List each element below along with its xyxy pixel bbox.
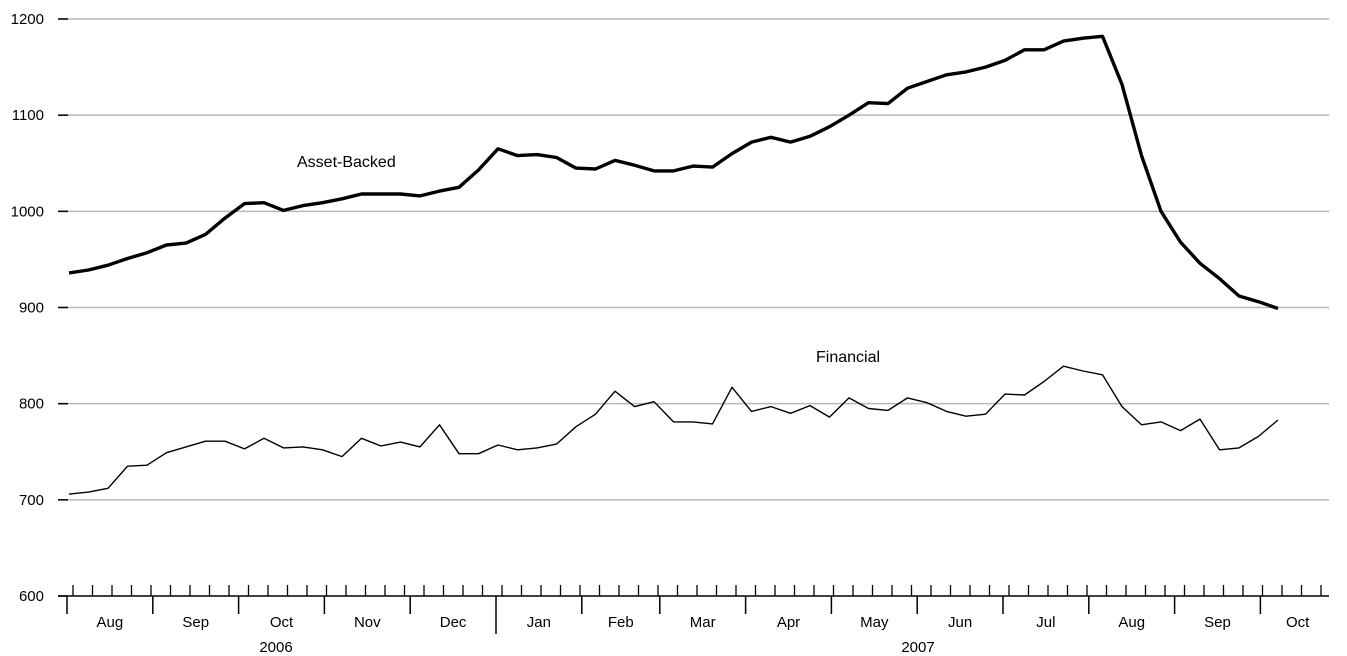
x-month-label: Aug: [97, 614, 124, 631]
y-tick-label: 800: [19, 396, 44, 413]
label-layer: Asset-Backed Financial: [297, 154, 880, 366]
x-month-label: Mar: [690, 614, 716, 631]
x-month-label: Nov: [354, 614, 381, 631]
y-tick-label: 1200: [11, 11, 44, 28]
x-axis: 600 700 800 900 1000 1100 1200 Aug Sep Oct Nov Dec J…: [11, 11, 1329, 656]
x-year-label: 2007: [901, 639, 934, 656]
x-month-label: Jun: [948, 614, 972, 631]
y-tick-label: 1100: [12, 107, 44, 124]
y-tick-label: 600: [19, 588, 44, 605]
x-month-label: Oct: [270, 614, 294, 631]
y-tick-label: 900: [19, 300, 44, 317]
x-month-label: Aug: [1118, 614, 1145, 631]
y-tick-label: 700: [19, 492, 44, 509]
grid-layer: [58, 18, 1329, 501]
series-line-asset-backed: [68, 34, 1279, 311]
x-month-label: Jul: [1036, 614, 1055, 631]
x-month-label: Feb: [608, 614, 634, 631]
y-tick-label: 1000: [11, 203, 44, 220]
series-label-financial: Financial: [816, 349, 880, 366]
series-label-asset-backed: Asset-Backed: [297, 154, 396, 171]
series-layer: [68, 34, 1279, 495]
x-month-label: Oct: [1286, 614, 1310, 631]
x-month-label: May: [860, 614, 889, 631]
series-line-financial: [68, 365, 1279, 495]
x-year-label: 2006: [259, 639, 292, 656]
x-month-label: Jan: [527, 614, 551, 631]
x-month-label: Apr: [777, 614, 800, 631]
x-month-label: Dec: [440, 614, 467, 631]
x-month-label: Sep: [1204, 614, 1231, 631]
x-month-label: Sep: [182, 614, 209, 631]
